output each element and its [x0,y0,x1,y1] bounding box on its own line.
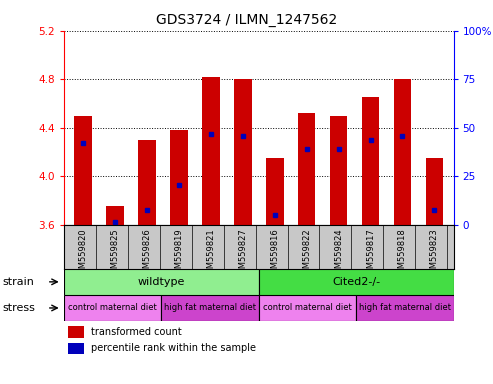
Text: strain: strain [2,277,35,287]
Text: GSM559819: GSM559819 [175,228,183,279]
Bar [259,269,454,295]
Text: GSM559826: GSM559826 [142,228,151,279]
Bar [64,269,259,295]
Text: stress: stress [2,303,35,313]
Text: GSM559816: GSM559816 [270,228,280,279]
Text: GSM559820: GSM559820 [79,228,88,279]
Bar [259,295,356,321]
Text: wildtype: wildtype [138,277,185,287]
Bar [68,343,84,354]
Bar [170,130,188,225]
Text: control maternal diet: control maternal diet [69,303,157,313]
Text: Cited2-/-: Cited2-/- [332,277,380,287]
Bar [362,98,379,225]
Text: high fat maternal diet: high fat maternal diet [359,303,451,313]
Text: percentile rank within the sample: percentile rank within the sample [91,343,256,353]
Text: GDS3724 / ILMN_1247562: GDS3724 / ILMN_1247562 [156,13,337,27]
Bar [266,158,283,225]
Text: GSM559822: GSM559822 [302,228,311,279]
Bar [356,295,454,321]
Text: high fat maternal diet: high fat maternal diet [164,303,256,313]
Text: GSM559821: GSM559821 [207,228,215,279]
Bar [139,140,156,225]
Bar [234,79,251,225]
Bar [64,295,161,321]
Bar [68,326,84,338]
Bar [74,116,92,225]
Text: GSM559827: GSM559827 [238,228,247,279]
Bar [298,113,316,225]
Bar [202,77,220,225]
Bar [161,295,259,321]
Text: GSM559818: GSM559818 [398,228,407,279]
Bar [425,158,443,225]
Text: GSM559825: GSM559825 [110,228,120,279]
Text: GSM559824: GSM559824 [334,228,343,279]
Text: GSM559817: GSM559817 [366,228,375,279]
Bar [330,116,348,225]
Bar [394,79,411,225]
Bar [106,207,124,225]
Text: transformed count: transformed count [91,327,182,337]
Text: control maternal diet: control maternal diet [263,303,352,313]
Text: GSM559823: GSM559823 [430,228,439,279]
